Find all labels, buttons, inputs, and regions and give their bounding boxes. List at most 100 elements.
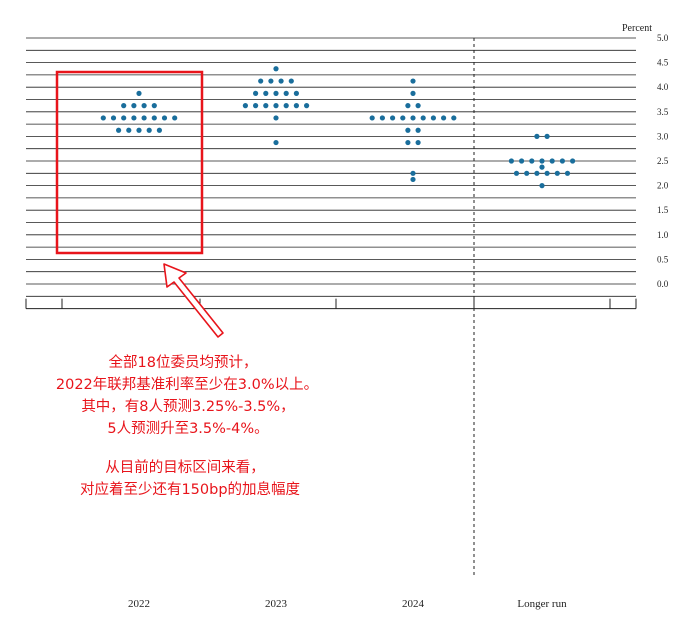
- y-tick-label: 4.0: [657, 82, 669, 92]
- category-label: 2024: [402, 598, 425, 610]
- dot: [400, 115, 406, 121]
- annotation-line: 5人预测升至3.5%-4%。: [107, 420, 268, 437]
- annotation-line: 其中，有8人预测3.25%-3.5%，: [81, 398, 294, 415]
- dot: [293, 103, 299, 109]
- dot: [410, 176, 416, 183]
- dot: [508, 158, 514, 164]
- dot: [253, 103, 259, 109]
- dot: [369, 115, 375, 121]
- dot: [549, 158, 555, 164]
- y-tick-label: 5.0: [657, 33, 669, 43]
- dot: [293, 90, 299, 96]
- dot: [126, 127, 132, 133]
- dot: [131, 103, 137, 109]
- dot: [539, 183, 545, 189]
- dot: [513, 170, 520, 176]
- dots: [100, 66, 576, 189]
- dot: [415, 103, 421, 109]
- dot: [100, 115, 106, 121]
- dot: [273, 66, 279, 72]
- dot: [415, 127, 421, 133]
- dot: [519, 158, 525, 164]
- dot: [544, 133, 550, 139]
- dot: [156, 127, 162, 133]
- dot: [151, 115, 157, 121]
- dot: [253, 90, 259, 96]
- dot: [405, 103, 411, 109]
- dot: [283, 103, 289, 109]
- dot: [405, 127, 411, 133]
- dot: [415, 139, 421, 146]
- dot: [268, 78, 274, 84]
- dot: [273, 115, 279, 121]
- dot: [410, 170, 416, 176]
- dot: [273, 90, 279, 96]
- dot: [410, 115, 416, 121]
- dot: [273, 103, 279, 109]
- dot: [564, 170, 571, 176]
- dot: [121, 115, 127, 121]
- dot: [390, 115, 396, 121]
- dot: [529, 158, 535, 164]
- dot: [146, 127, 152, 133]
- dot: [141, 115, 147, 121]
- unit-label: Percent: [622, 23, 652, 34]
- dot: [288, 78, 294, 84]
- dot: [539, 164, 545, 170]
- y-tick-label: 2.5: [657, 156, 669, 166]
- dot: [161, 115, 168, 121]
- annotation-line: 从目前的目标区间来看，: [105, 459, 265, 476]
- y-tick-label: 2.0: [657, 181, 669, 191]
- dot: [136, 127, 142, 133]
- dot: [116, 127, 122, 133]
- dot: [544, 170, 550, 176]
- dot: [534, 133, 540, 139]
- dot: [559, 158, 566, 164]
- dot: [554, 170, 560, 176]
- dot: [151, 103, 157, 109]
- dot: [410, 90, 416, 96]
- gridlines: [26, 37, 636, 297]
- y-tick-label: 3.0: [657, 131, 669, 141]
- y-tick-label: 4.5: [657, 58, 669, 68]
- annotation-background: [20, 350, 340, 503]
- dot: [570, 158, 576, 164]
- annotation-line: 全部18位委员均预计，: [109, 353, 258, 371]
- category-label: Longer run: [517, 598, 567, 610]
- dot: [451, 115, 457, 121]
- dot: [379, 115, 385, 121]
- arrow: [163, 263, 224, 338]
- axes: 5.0 4.5 4.0 3.5 3.0 2.5 2.0 1.5 1.0 0.5 0.0 Percent…: [25, 23, 669, 610]
- dot: [172, 115, 178, 121]
- dot: [141, 103, 147, 109]
- dot: [441, 115, 447, 121]
- annotation-line: 对应着至少还有150bp的加息幅度: [80, 480, 300, 498]
- dot: [110, 115, 117, 121]
- annotation: 全部18位委员均预计， 2022年联邦基准利率至少在3.0%以上。其中，有8人预测…: [20, 70, 340, 503]
- y-tick-label: 3.5: [657, 107, 669, 117]
- dot: [539, 158, 545, 164]
- y-tick-label: 0.5: [657, 254, 669, 264]
- dot: [278, 78, 284, 84]
- dot: [304, 103, 310, 109]
- dot: [131, 115, 137, 121]
- y-tick-label: 1.0: [657, 230, 669, 240]
- dot: [405, 139, 411, 146]
- dot: [121, 103, 127, 109]
- dot: [430, 115, 436, 121]
- annotation-line: 2022年联邦基准利率至少在3.0%以上。: [56, 376, 318, 393]
- dot: [242, 103, 248, 109]
- dot: [136, 90, 142, 96]
- y-tick-label: 1.5: [657, 205, 669, 215]
- dot: [524, 170, 530, 176]
- category-label: 2022: [128, 598, 150, 610]
- dot: [283, 90, 289, 96]
- category-label: 2023: [265, 598, 288, 610]
- dot: [420, 115, 426, 121]
- dot: [263, 90, 269, 96]
- dot: [534, 170, 540, 176]
- dot: [263, 103, 269, 109]
- y-tick-label: 0.0: [657, 279, 669, 289]
- highlight-box: [55, 70, 204, 255]
